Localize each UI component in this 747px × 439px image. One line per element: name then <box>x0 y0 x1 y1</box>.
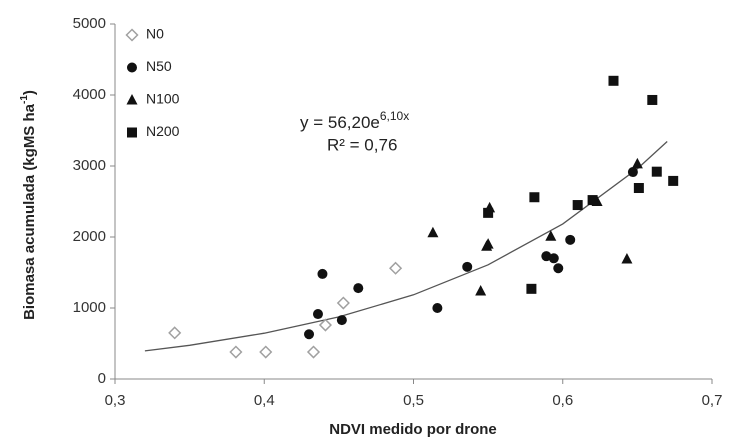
trendline <box>144 141 668 352</box>
point <box>317 268 328 279</box>
point <box>304 329 315 340</box>
point <box>651 166 662 177</box>
point <box>587 195 598 206</box>
point <box>621 253 633 264</box>
point <box>631 157 643 169</box>
point <box>229 345 243 359</box>
point <box>548 253 559 264</box>
point <box>545 230 557 241</box>
x-tick-label: 0,5 <box>403 392 424 409</box>
legend-label: N100 <box>146 91 180 107</box>
point <box>427 226 439 238</box>
point <box>553 263 564 274</box>
point <box>336 296 350 310</box>
r-squared: R² = 0,76 <box>327 135 397 154</box>
point <box>306 345 321 359</box>
legend-marker <box>127 62 137 73</box>
point <box>318 318 333 332</box>
equation-main: y = 56,20e <box>300 113 380 132</box>
y-tick-label: 5000 <box>73 15 106 32</box>
y-axis-title: Biomasa acumulada (kgMS ha-1) <box>19 90 38 320</box>
y-axis-title-sup: -1 <box>19 95 30 104</box>
y-tick-label: 3000 <box>73 157 106 174</box>
point <box>529 192 540 203</box>
point <box>353 283 364 294</box>
point <box>483 207 494 218</box>
legend-label: N0 <box>146 26 164 42</box>
point <box>608 75 619 86</box>
point <box>482 238 494 249</box>
point <box>259 345 273 359</box>
legend-marker <box>125 28 139 42</box>
point <box>647 94 658 105</box>
point <box>475 284 487 296</box>
point <box>336 315 347 326</box>
point <box>168 326 182 340</box>
equation-sup: 6,10x <box>380 109 409 123</box>
x-tick-label: 0,6 <box>552 392 573 409</box>
point <box>572 200 583 211</box>
y-tick-label: 0 <box>98 370 106 387</box>
y-axis-title-main: Biomasa acumulada (kgMS ha <box>21 103 38 320</box>
y-tick-label: 1000 <box>73 299 106 316</box>
point <box>633 183 644 194</box>
legend-label: N50 <box>146 58 172 74</box>
point <box>432 303 443 313</box>
y-tick-label: 2000 <box>73 228 106 245</box>
point <box>462 261 473 272</box>
x-tick-label: 0,4 <box>254 392 275 409</box>
point <box>627 167 638 178</box>
y-axis-title-end: ) <box>21 90 38 95</box>
x-tick-label: 0,3 <box>105 392 126 409</box>
x-axis-title: NDVI medido por drone <box>329 421 497 438</box>
point <box>668 175 679 186</box>
point <box>565 234 576 245</box>
point <box>312 309 323 320</box>
legend-label: N200 <box>146 123 180 139</box>
trend-equation: y = 56,20e6,10x <box>300 109 409 132</box>
y-tick-label: 4000 <box>73 86 106 103</box>
legend-marker <box>127 127 137 138</box>
legend-marker <box>126 94 138 105</box>
x-tick-label: 0,7 <box>702 392 723 409</box>
point <box>526 283 537 294</box>
point <box>389 261 403 275</box>
